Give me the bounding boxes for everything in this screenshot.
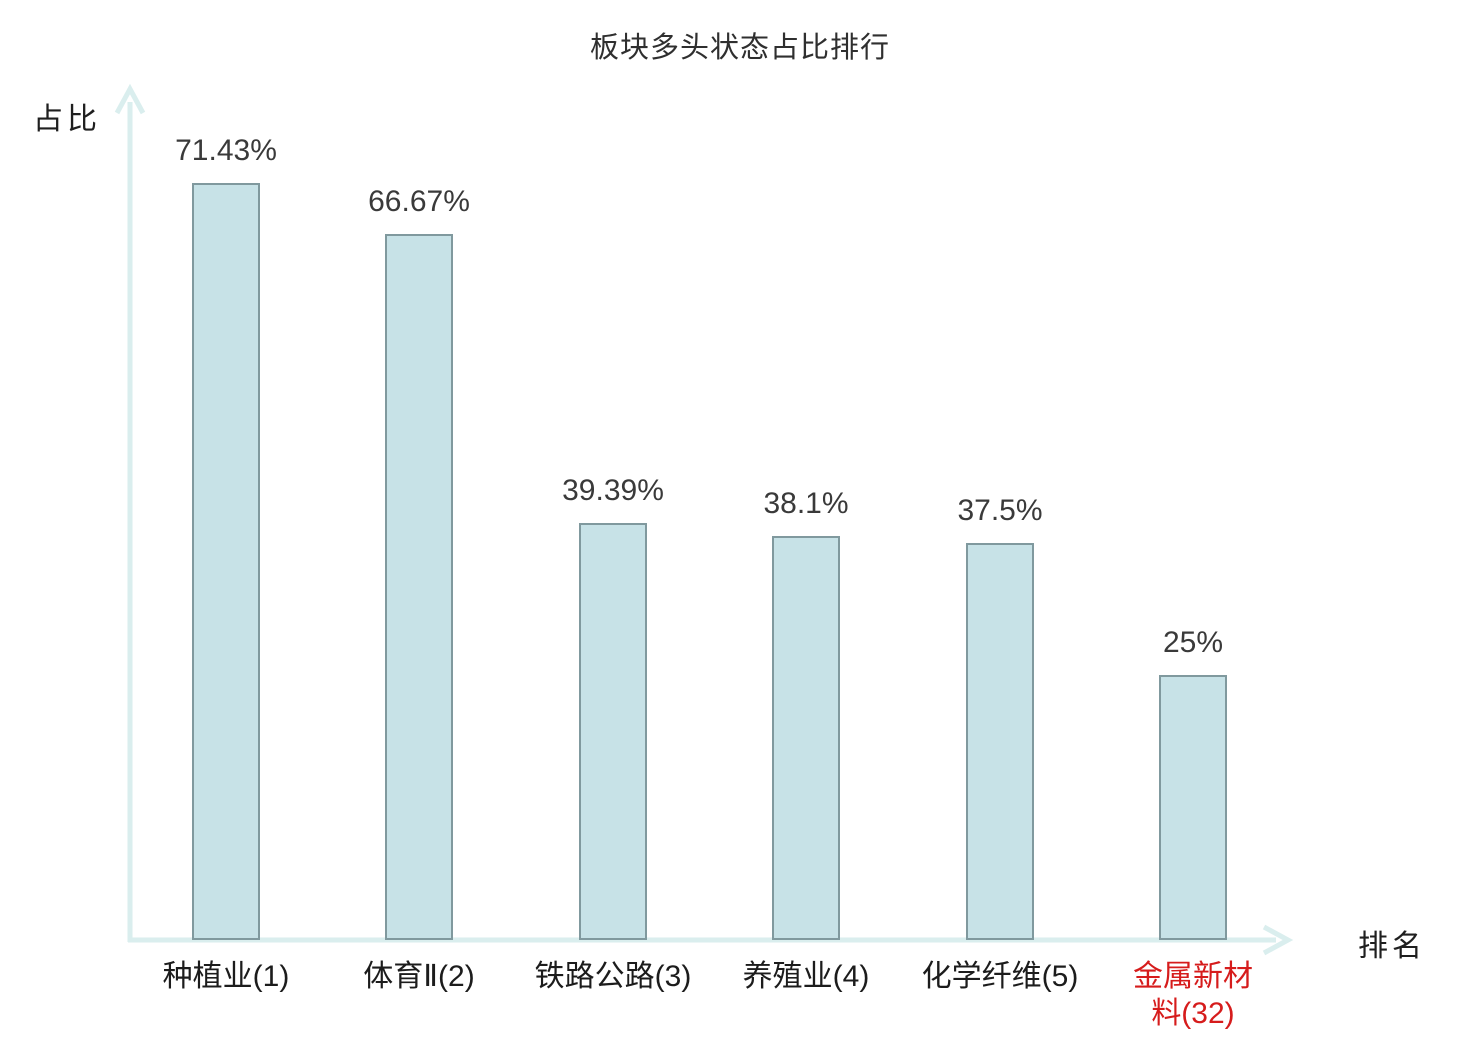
bar-category-label: 铁路公路(3): [534, 960, 692, 993]
x-axis-arrow-icon: [1262, 924, 1294, 956]
chart-title: 板块多头状态占比排行: [589, 32, 890, 64]
bar: [1159, 675, 1227, 940]
bar-value-label: 37.5%: [957, 494, 1043, 527]
y-axis-title: 占比: [33, 103, 101, 136]
bar: [966, 543, 1034, 940]
bar-category-label: 养殖业(4): [742, 960, 870, 993]
bar: [385, 234, 453, 940]
bar-value-label: 38.1%: [763, 487, 849, 520]
y-axis-arrow-icon: [114, 83, 146, 115]
bar-value-label: 71.43%: [175, 134, 277, 167]
bar-category-label: 体育Ⅱ(2): [363, 960, 475, 993]
bar-category-label: 金属新材料(32): [1133, 960, 1253, 1030]
bar-category-label: 化学纤维(5): [921, 960, 1079, 993]
bar-category-label: 种植业(1): [162, 960, 290, 993]
bar-value-label: 66.67%: [368, 185, 470, 218]
bar: [579, 523, 647, 940]
bar: [772, 536, 840, 940]
bar-value-label: 39.39%: [562, 474, 664, 507]
bar: [192, 183, 260, 940]
x-axis-title: 排名: [1358, 930, 1426, 963]
bar-value-label: 25%: [1162, 626, 1224, 659]
